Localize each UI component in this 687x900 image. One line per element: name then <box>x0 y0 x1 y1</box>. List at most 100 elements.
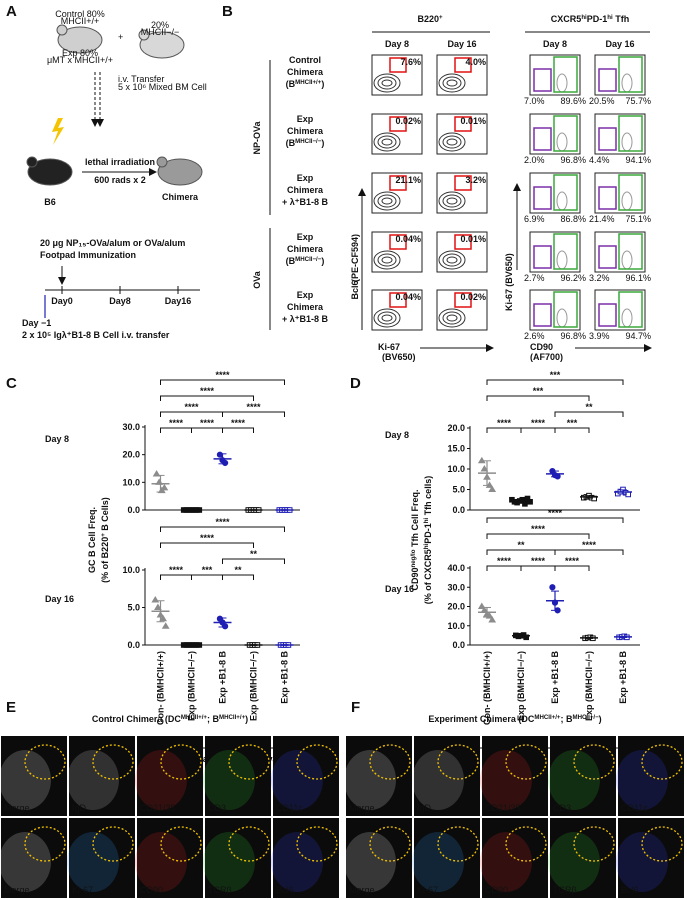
gate-percent: 21.1% <box>395 175 421 185</box>
significance: **** <box>200 533 215 543</box>
x-tick-label: Exp (BMHCII−/−) <box>584 651 594 721</box>
text-part: MHCII−/− <box>295 138 322 145</box>
y-tick-label: 10.0 <box>447 621 465 631</box>
timeline-day: Day16 <box>165 296 192 306</box>
gate-percent: 2.0% <box>524 155 545 165</box>
irradiation-text: lethal irradiation <box>85 157 155 167</box>
gate-percent: 94.7% <box>625 331 651 341</box>
row-label: Chimera <box>287 244 324 254</box>
bracket <box>223 575 254 580</box>
text-part: ) <box>245 714 248 724</box>
flow-plot <box>530 232 580 272</box>
significance: ** <box>250 549 258 559</box>
recipient-mouse-ear <box>27 157 37 167</box>
flow-plot <box>530 55 580 95</box>
transfer-text: 5 x 10⁶ Mixed BM Cell <box>118 82 207 92</box>
text-part: ) <box>321 256 324 266</box>
y-tick-label: 5.0 <box>452 485 465 495</box>
significance: **** <box>200 386 215 396</box>
x-tick-label: Exp +B1-8 B <box>618 651 628 704</box>
chart-title: Day 8 <box>385 430 409 440</box>
chart-title: Day 8 <box>45 434 69 444</box>
text-part: neg/lo <box>410 549 417 567</box>
significance: **** <box>531 524 546 534</box>
bracket <box>555 412 623 417</box>
plus: + <box>118 32 123 42</box>
row-label: (BMHCII−/−) <box>286 256 325 266</box>
point <box>217 452 222 457</box>
gate-percent: 6.9% <box>524 214 545 224</box>
significance: **** <box>531 556 546 566</box>
significance: ** <box>517 540 525 550</box>
gate-percent: 21.4% <box>589 214 615 224</box>
row-label: Control <box>289 55 321 65</box>
text-part: ) <box>321 79 324 89</box>
y-tick-label: 10.0 <box>447 464 465 474</box>
bracket <box>161 543 254 548</box>
bracket <box>555 428 589 433</box>
gate-percent: 0.02% <box>460 292 486 302</box>
gate-percent: 3.2% <box>465 175 486 185</box>
significance: **** <box>582 540 597 550</box>
flow-plot <box>595 114 645 154</box>
y-tick-label: 0.0 <box>452 640 465 650</box>
stain-label: IgD <box>417 803 432 813</box>
text-part: (% of CXCR5 <box>423 549 433 604</box>
text-part: Tfh cells) <box>423 476 433 518</box>
significance: **** <box>565 556 580 566</box>
text-part: MHCII+/+ <box>181 714 208 721</box>
panel-label: D <box>350 375 361 392</box>
text-part: MHCII+/+ <box>534 714 561 721</box>
row-label: Chimera <box>287 67 324 77</box>
axis-label: (PE-CF594) <box>350 234 360 282</box>
text-part: (B <box>286 138 296 148</box>
gate-percent: 0.04% <box>395 234 421 244</box>
bracket <box>521 428 555 433</box>
text-part: Experiment Chimera (DC <box>428 714 535 724</box>
stain-label: CD3 <box>208 803 226 813</box>
text-part: (B <box>286 79 296 89</box>
axis-label: Bcl6 <box>350 280 360 299</box>
text-part: ) <box>599 714 602 724</box>
gate-percent: 96.1% <box>625 273 651 283</box>
panel-label: F <box>351 699 360 716</box>
text-part: PD-1 <box>587 14 608 24</box>
flow-plot <box>595 55 645 95</box>
text-part: ) <box>321 138 324 148</box>
text-part: MHCII−/− <box>573 714 600 721</box>
axis-label: Ki-67 <box>378 342 400 352</box>
donor-text: MHCII+/+ <box>61 16 100 26</box>
significance: **** <box>531 418 546 428</box>
y-tick-label: 30.0 <box>122 422 140 432</box>
group-label: OVa <box>252 270 262 289</box>
row-label: + λ⁺B1-8 B <box>282 314 329 324</box>
significance: *** <box>550 370 561 380</box>
panel-label: C <box>6 375 17 392</box>
row-label: Chimera <box>287 302 324 312</box>
irradiation-text: 600 rads x 2 <box>94 175 146 185</box>
recipient: B6 <box>44 197 56 207</box>
bracket <box>487 566 521 571</box>
stain-label: CD90 <box>485 885 508 895</box>
flow-plot <box>595 290 645 330</box>
significance: *** <box>567 418 578 428</box>
axis-label: (BV650) <box>504 253 514 287</box>
text-part: PD-1 <box>423 523 433 544</box>
point <box>223 624 228 629</box>
axis-label: Ki-67 <box>504 289 514 311</box>
bracket <box>161 527 285 532</box>
gate-percent: 96.2% <box>560 273 586 283</box>
immunization: 20 μg NP₁₅-OVa/alum or OVa/alum <box>40 238 185 248</box>
gate-percent: 89.6% <box>560 96 586 106</box>
gate-percent: 3.9% <box>589 331 610 341</box>
bracket <box>487 396 589 401</box>
text-part: B Cells) <box>100 497 110 533</box>
flow-plot <box>595 232 645 272</box>
y-tick-label: 20.0 <box>447 602 465 612</box>
panel-label: B <box>222 3 233 20</box>
result: Chimera <box>162 192 199 202</box>
bracket <box>192 428 223 433</box>
text-part: MHCII+/+ <box>295 79 322 86</box>
stain-label: CD11c <box>621 803 648 813</box>
